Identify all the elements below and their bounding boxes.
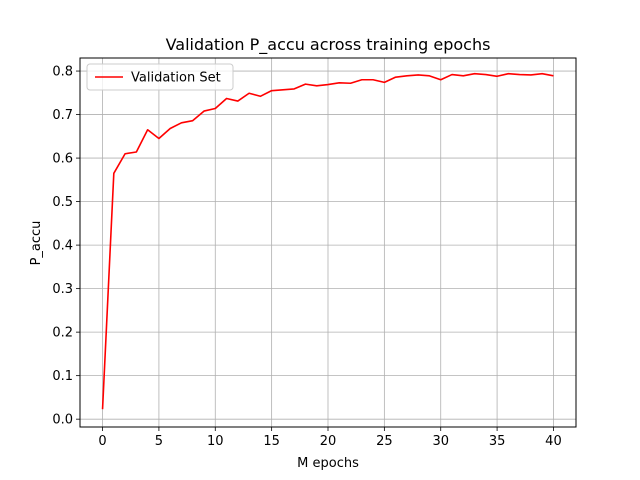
x-tick-label: 5 [155, 434, 163, 449]
y-tick-label: 0.5 [52, 195, 73, 210]
series-layer [101, 72, 554, 410]
x-tick-label: 30 [432, 434, 449, 449]
series-line-validation-set [101, 72, 554, 410]
y-tick-label: 0.8 [52, 65, 73, 80]
y-tick-label: 0.6 [52, 152, 73, 167]
y-tick-label: 0.7 [52, 108, 73, 123]
y-tick-label: 0.2 [52, 326, 73, 341]
x-tick-label: 0 [98, 434, 106, 449]
grid [80, 58, 576, 427]
y-tick-label: 0.1 [52, 369, 73, 384]
legend-box [86, 63, 234, 91]
y-tick-label: 0.4 [52, 239, 73, 254]
x-tick-label: 10 [207, 434, 224, 449]
legend: Validation Set [86, 63, 234, 91]
x-tick-label: 35 [489, 434, 506, 449]
x-tick-label: 20 [320, 434, 337, 449]
x-tick-label: 25 [376, 434, 393, 449]
y-tick-label: 0.0 [52, 413, 73, 428]
ticks: 0 5 10 15 20 25 30 35 40 0.0 0.1 0.2 0.3 0.4 0.5 0.6 0.7… [52, 65, 561, 449]
y-axis-label: P_accu [29, 221, 44, 266]
x-axis-label: M epochs [297, 456, 359, 471]
x-tick-label: 40 [545, 434, 562, 449]
legend-entry-label: Validation Set [131, 71, 221, 86]
y-tick-label: 0.3 [52, 282, 73, 297]
x-tick-label: 15 [263, 434, 280, 449]
chart-title: Validation P_accu across training epochs [166, 35, 491, 55]
